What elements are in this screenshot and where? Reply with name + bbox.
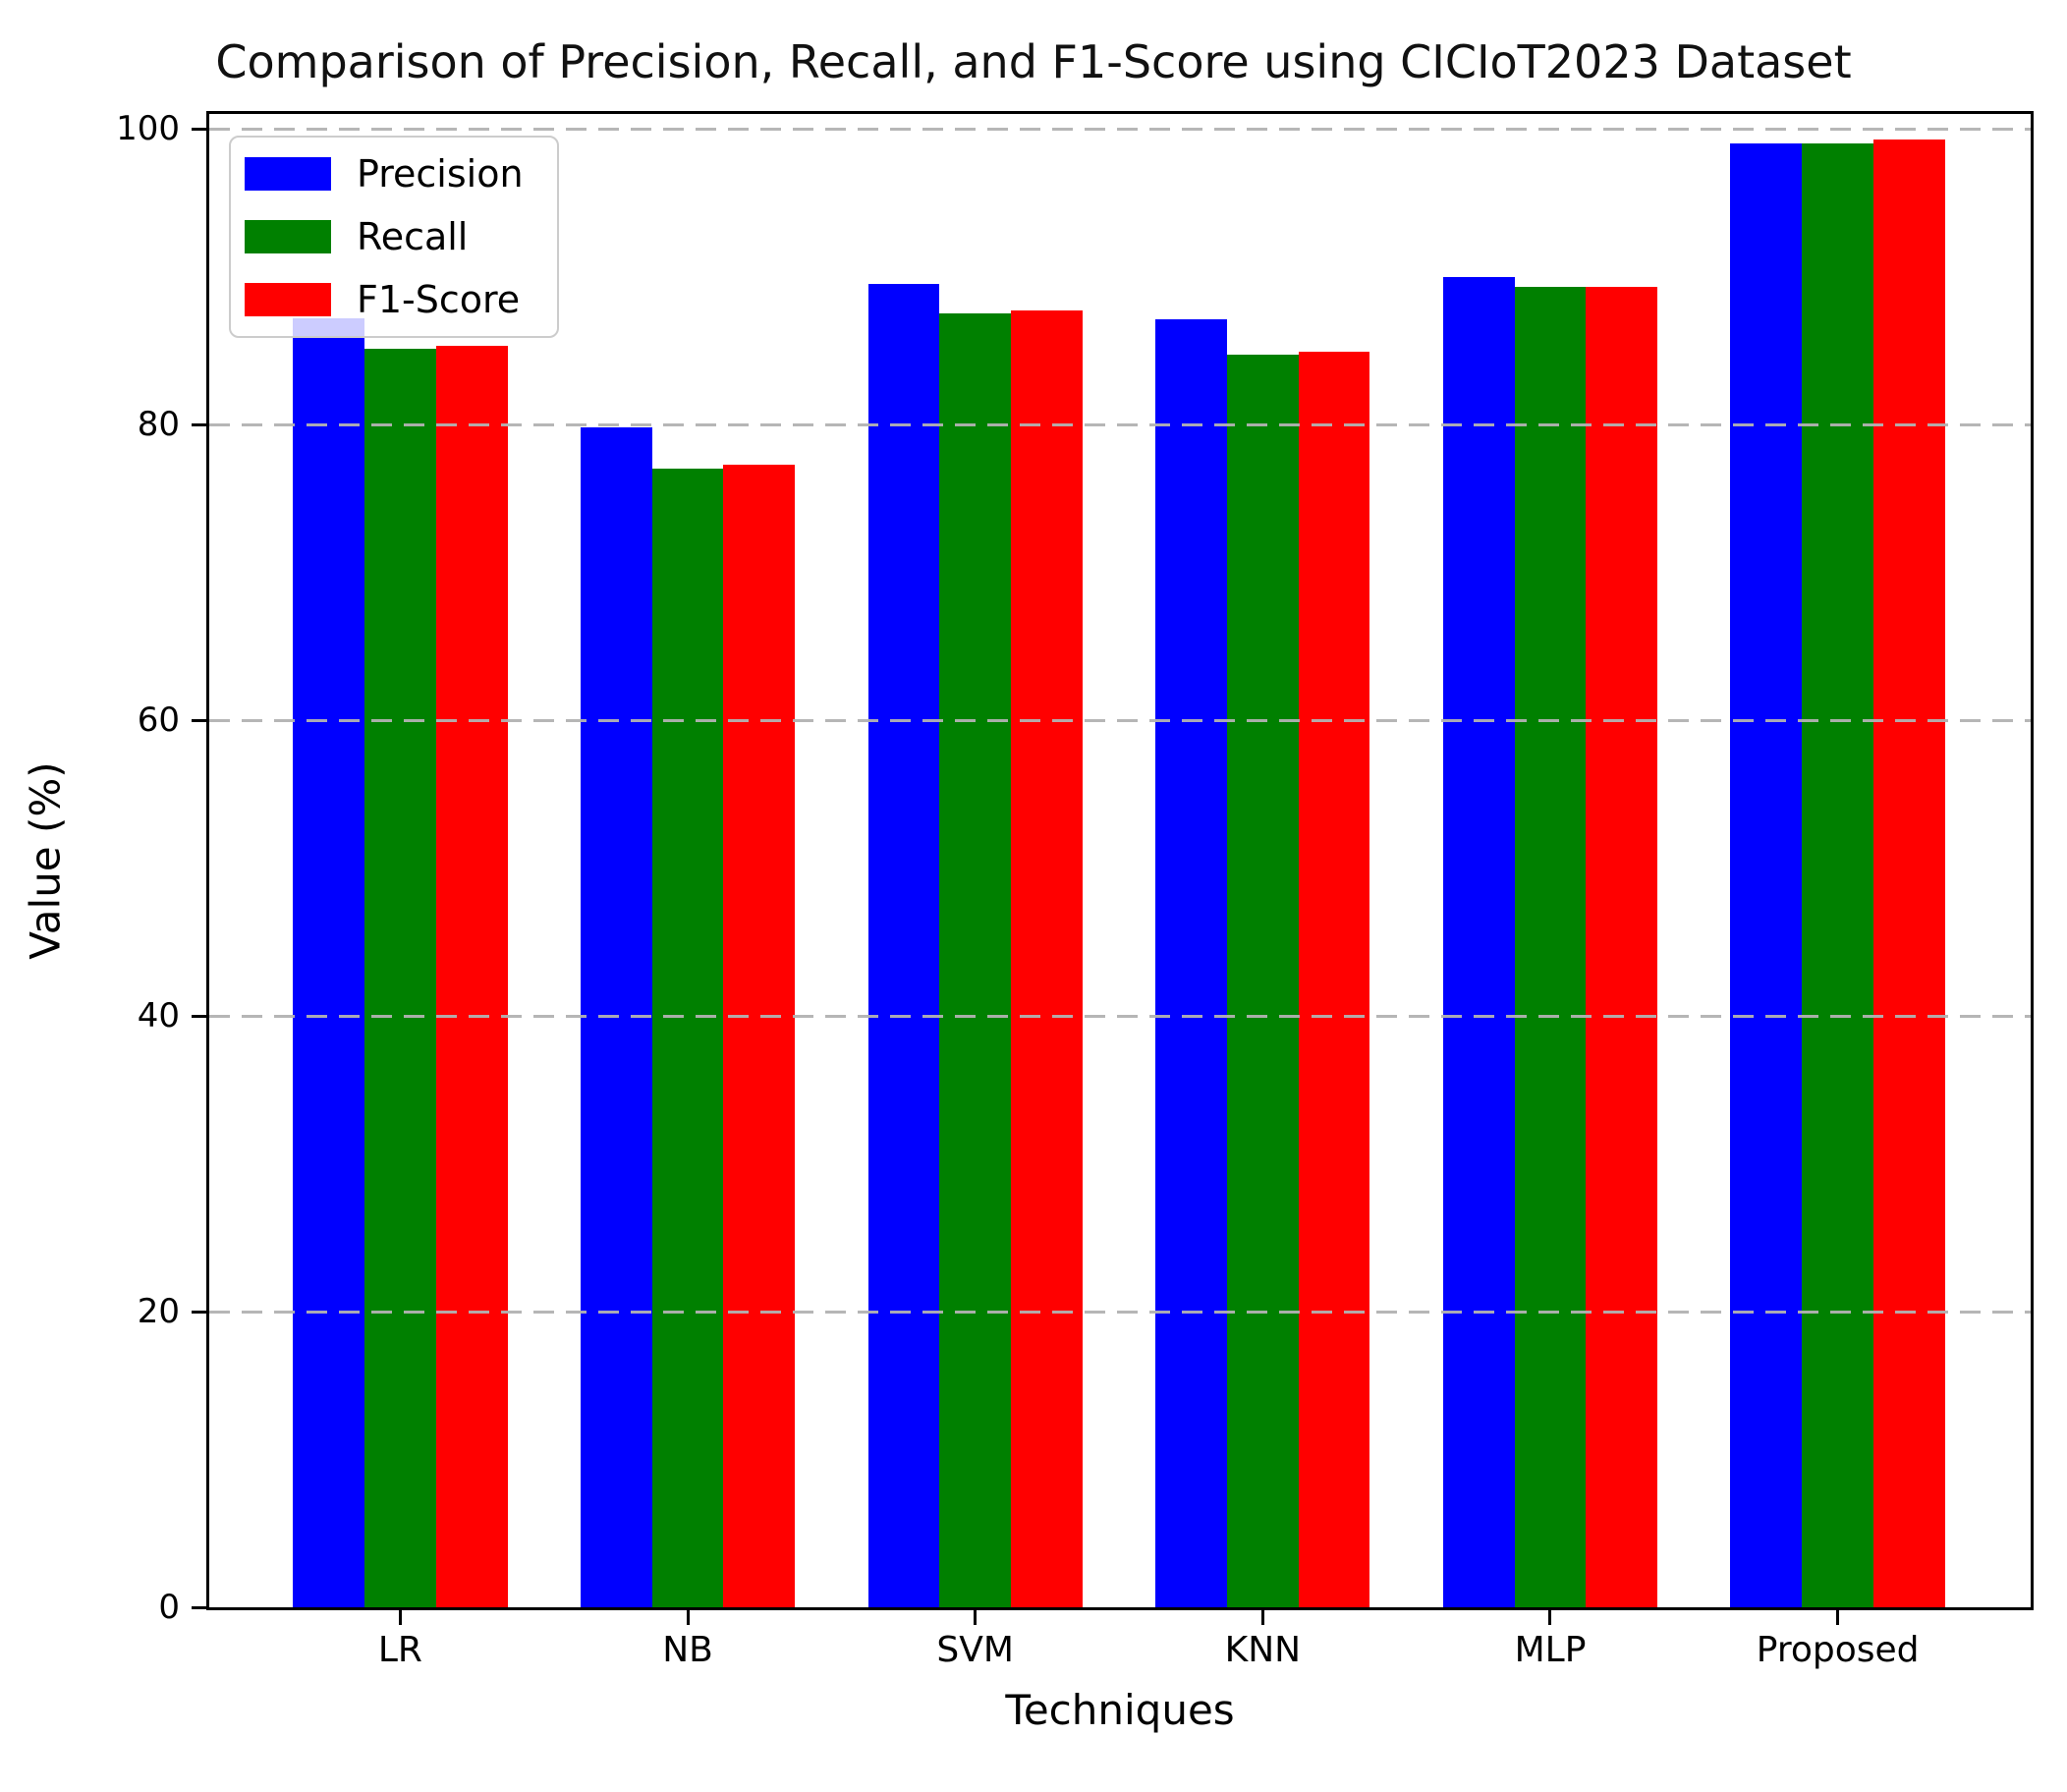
x-tick-mark-proposed: [1836, 1610, 1840, 1625]
bar-precision-nb: [580, 427, 652, 1607]
x-tick-label-knn: KNN: [1224, 1630, 1302, 1670]
plot-area: Precision Recall F1-Score 0 20 40 60 80 100 LR…: [116, 111, 2034, 1668]
x-tick-mark-knn: [1260, 1610, 1264, 1625]
x-tick-mark-svm: [974, 1610, 978, 1625]
y-tick-mark-60: [192, 718, 206, 722]
y-tick-mark-20: [192, 1310, 206, 1314]
gridline-y-100: [209, 127, 2031, 131]
legend-swatch-recall: [245, 220, 331, 253]
x-axis-label: Techniques: [1005, 1686, 1235, 1734]
y-tick-label-60: 60: [137, 700, 180, 741]
y-tick-label-40: 40: [137, 996, 180, 1036]
bar-f1-score-proposed: [1873, 139, 1945, 1607]
legend-label-recall: Recall: [357, 215, 469, 258]
bar-precision-lr: [293, 317, 364, 1607]
legend-label-f1score: F1-Score: [357, 278, 521, 321]
legend-item-f1score: F1-Score: [245, 281, 524, 318]
legend: Precision Recall F1-Score: [229, 136, 559, 338]
bar-f1-score-lr: [435, 346, 508, 1607]
x-tick-mark-mlp: [1548, 1610, 1552, 1625]
y-tick-label-20: 20: [137, 1292, 180, 1331]
y-tick-mark-0: [192, 1605, 206, 1609]
y-tick-mark-100: [192, 127, 206, 131]
y-tick-mark-40: [192, 1014, 206, 1018]
bar-precision-proposed: [1730, 143, 1803, 1607]
x-tick-label-lr: LR: [377, 1630, 422, 1670]
bar-precision-svm: [867, 284, 940, 1607]
bar-recall-lr: [363, 349, 436, 1607]
x-tick-label-proposed: Proposed: [1756, 1630, 1920, 1670]
bar-precision-knn: [1155, 319, 1227, 1607]
bar-f1-score-mlp: [1586, 287, 1658, 1607]
bar-recall-knn: [1226, 355, 1299, 1607]
bar-precision-mlp: [1442, 276, 1515, 1607]
y-tick-label-80: 80: [137, 405, 180, 445]
y-tick-label-100: 100: [116, 109, 180, 149]
bar-f1-score-knn: [1298, 352, 1370, 1607]
legend-swatch-precision: [245, 157, 331, 191]
x-tick-label-svm: SVM: [936, 1630, 1014, 1670]
y-tick-label-0: 0: [158, 1588, 180, 1627]
legend-label-precision: Precision: [357, 152, 524, 196]
x-tick-label-nb: NB: [662, 1630, 713, 1670]
legend-swatch-f1score: [245, 283, 331, 316]
chart-title: Comparison of Precision, Recall, and F1-…: [215, 35, 1852, 88]
x-tick-label-mlp: MLP: [1514, 1630, 1587, 1670]
x-tick-mark-lr: [398, 1610, 402, 1625]
legend-item-recall: Recall: [245, 218, 524, 255]
x-tick-mark-nb: [686, 1610, 690, 1625]
bar-recall-nb: [651, 469, 724, 1607]
legend-item-precision: Precision: [245, 155, 524, 193]
bar-recall-mlp: [1514, 287, 1587, 1607]
y-axis-label: Value (%): [21, 761, 70, 960]
bar-f1-score-nb: [723, 464, 796, 1607]
y-tick-mark-80: [192, 422, 206, 426]
bar-recall-svm: [939, 313, 1012, 1607]
bar-f1-score-svm: [1011, 310, 1083, 1607]
bar-recall-proposed: [1802, 143, 1874, 1607]
